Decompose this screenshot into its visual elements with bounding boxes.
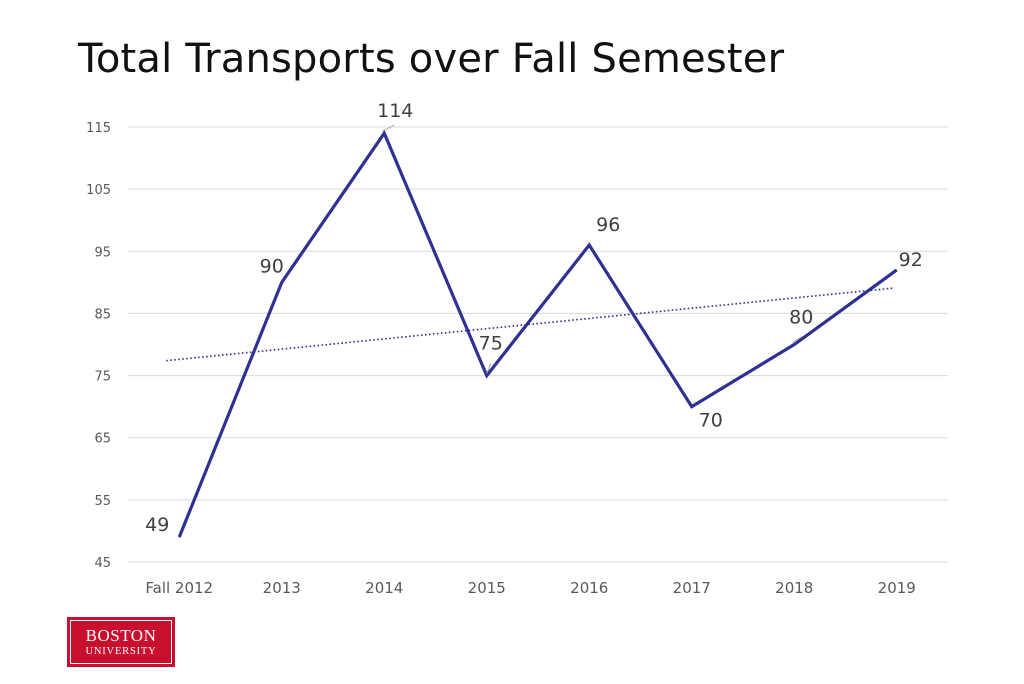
y-tick-label: 115 — [86, 121, 111, 136]
y-tick-label: 45 — [94, 556, 111, 571]
y-tick-label: 65 — [94, 432, 111, 447]
slide-title: Total Transports over Fall Semester — [78, 36, 785, 82]
data-label: 92 — [899, 249, 923, 271]
x-tick-label: 2015 — [468, 579, 506, 597]
y-tick-label: 75 — [94, 370, 111, 385]
y-tick-label: 105 — [86, 183, 111, 198]
data-label-leader — [382, 124, 395, 132]
y-axis-tick-labels: 45 55 65 75 85 95 105 115 — [86, 121, 111, 571]
x-axis-tick-labels: Fall 2012 2013 2014 2015 2016 2017 2018 2019 — [145, 579, 915, 597]
x-tick-label: 2018 — [775, 579, 813, 597]
logo-frame: BOSTON UNIVERSITY — [70, 620, 172, 664]
data-label: 114 — [377, 100, 413, 122]
data-label: 96 — [596, 214, 620, 236]
data-label: 75 — [479, 333, 503, 355]
data-label: 70 — [699, 410, 723, 432]
y-tick-label: 95 — [94, 245, 111, 260]
series — [177, 129, 898, 538]
data-label-leader — [486, 363, 492, 374]
data-label: 80 — [789, 307, 813, 329]
y-tick-label: 55 — [94, 494, 111, 509]
x-tick-label: 2017 — [673, 579, 711, 597]
x-tick-label: Fall 2012 — [145, 579, 213, 597]
x-tick-label: 2016 — [570, 579, 608, 597]
data-labels: 49 90 114 75 96 70 80 92 — [145, 100, 923, 536]
logo-text-university: UNIVERSITY — [85, 645, 157, 657]
logo-text-boston: BOSTON — [85, 625, 157, 645]
gridlines — [128, 126, 948, 563]
data-label: 49 — [145, 514, 169, 536]
data-label: 90 — [260, 255, 284, 277]
boston-university-logo: BOSTON UNIVERSITY — [67, 617, 175, 667]
y-tick-label: 85 — [94, 307, 111, 322]
data-label-leader — [791, 336, 803, 343]
x-tick-label: 2019 — [878, 579, 916, 597]
series-line — [177, 129, 898, 538]
x-tick-label: 2014 — [365, 579, 403, 597]
x-tick-label: 2013 — [263, 579, 301, 597]
